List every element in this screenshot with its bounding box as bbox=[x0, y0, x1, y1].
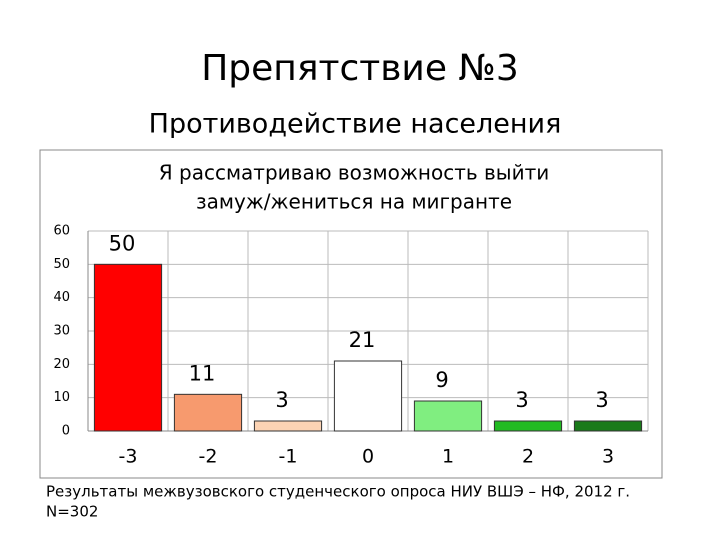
x-tick-label: -1 bbox=[279, 446, 298, 468]
data-label: 3 bbox=[595, 388, 608, 412]
y-tick-label: 40 bbox=[53, 290, 70, 305]
slide-subtitle: Противодействие населения bbox=[149, 109, 562, 140]
y-tick-label: 50 bbox=[53, 257, 70, 272]
bar bbox=[93, 263, 163, 432]
bar bbox=[333, 360, 403, 432]
y-tick-label: 30 bbox=[53, 324, 70, 339]
data-label: 21 bbox=[349, 328, 376, 352]
bar bbox=[413, 400, 483, 432]
y-tick-label: 10 bbox=[53, 390, 70, 405]
footnote: Результаты межвузовского студенческого о… bbox=[46, 483, 630, 501]
footnote: N=302 bbox=[46, 503, 98, 521]
y-tick-label: 20 bbox=[53, 357, 70, 372]
data-label: 11 bbox=[189, 361, 216, 385]
data-label: 9 bbox=[435, 368, 448, 392]
data-label: 3 bbox=[515, 388, 528, 412]
bar bbox=[493, 420, 563, 432]
y-tick-label: 60 bbox=[53, 224, 70, 239]
x-tick-label: 3 bbox=[602, 446, 614, 468]
chart-title: замуж/жениться на мигранте bbox=[196, 190, 512, 214]
bar bbox=[253, 420, 323, 432]
y-tick-label: 0 bbox=[62, 424, 70, 439]
chart-title: Я рассматриваю возможность выйти bbox=[159, 161, 549, 185]
x-tick-label: 1 bbox=[442, 446, 454, 468]
bar bbox=[573, 420, 643, 432]
x-tick-label: 0 bbox=[362, 446, 374, 468]
slide-title: Препятствие №3 bbox=[201, 48, 519, 89]
x-tick-label: -2 bbox=[199, 446, 218, 468]
x-tick-label: -3 bbox=[119, 446, 138, 468]
data-label: 50 bbox=[109, 231, 136, 255]
x-tick-label: 2 bbox=[522, 446, 534, 468]
data-label: 3 bbox=[275, 388, 288, 412]
bar bbox=[173, 393, 243, 432]
chart-frame bbox=[39, 149, 663, 479]
